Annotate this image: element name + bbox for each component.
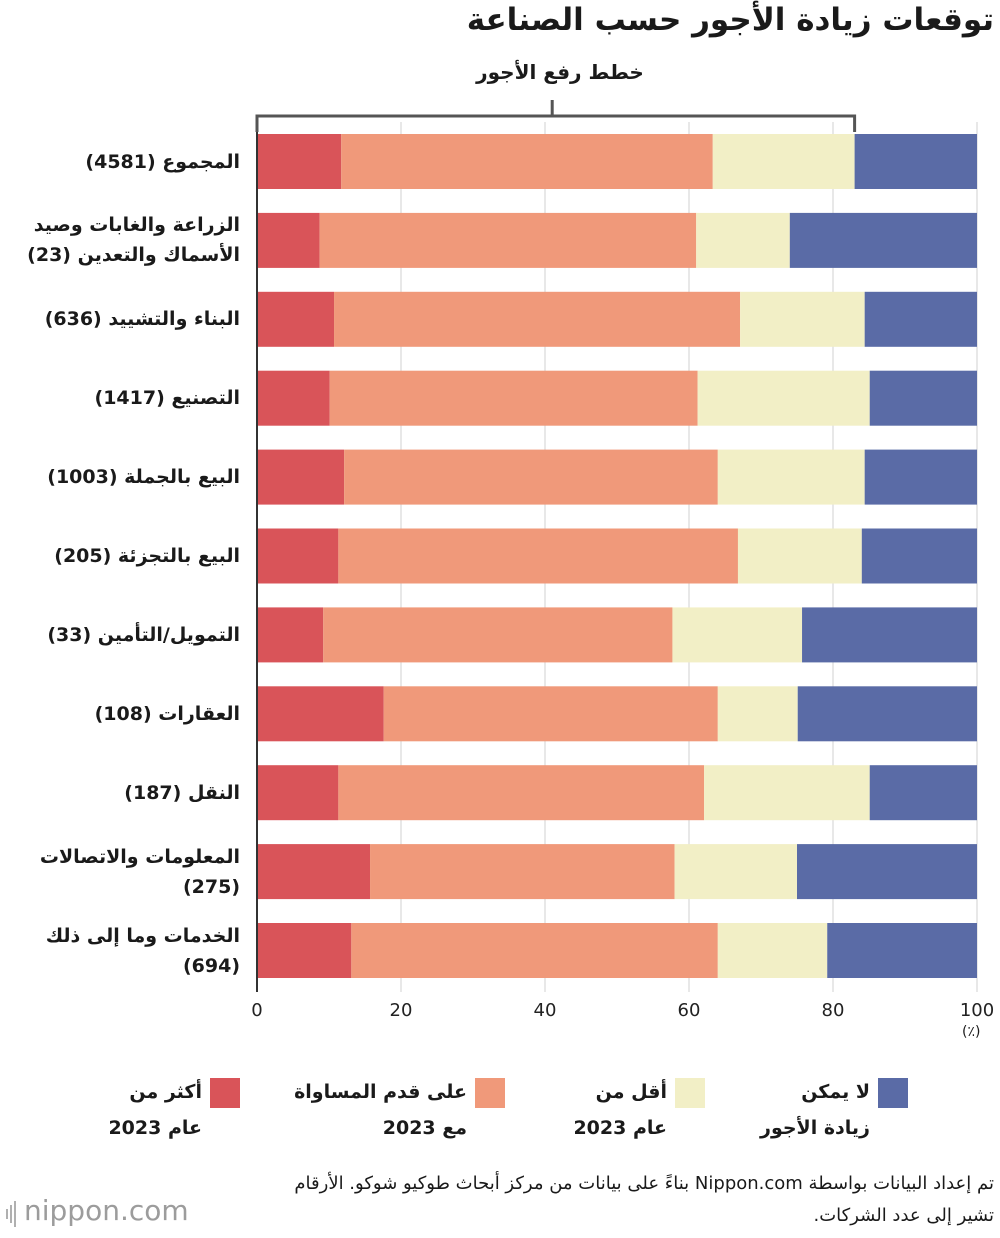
bar-segment — [257, 528, 339, 584]
bar-segment — [717, 686, 798, 742]
bar-segment — [257, 134, 342, 189]
bar-segment — [257, 844, 371, 900]
bar-segment — [351, 923, 718, 978]
x-tick-label: 60 — [678, 1000, 701, 1021]
bar-segment — [319, 212, 697, 268]
bar-segment — [696, 212, 790, 268]
bar-segment — [257, 370, 330, 426]
bar-segment — [341, 134, 713, 189]
bar-segment — [674, 844, 797, 900]
bar-segment — [257, 449, 345, 505]
bar-segment — [257, 607, 324, 663]
bar-segment — [334, 291, 741, 347]
bar-segment — [344, 449, 718, 505]
bar-segment — [717, 923, 828, 978]
x-tick-label: 20 — [390, 1000, 413, 1021]
unit-label: (٪) — [962, 1024, 981, 1040]
nippon-logo: nippon.com — [6, 1194, 189, 1229]
category-label: البيع بالتجزئة (205) — [54, 545, 240, 567]
bar-segment — [370, 844, 675, 900]
bar-segment — [717, 449, 865, 505]
bar-segment — [827, 923, 977, 978]
bracket-line — [255, 114, 857, 132]
bar-segment — [737, 528, 862, 584]
legend-label: على قدم المساواة مع 2023 — [294, 1081, 467, 1139]
bar-segment — [869, 370, 977, 426]
bar-segment — [797, 844, 977, 900]
category-label: التصنيع (1417) — [94, 387, 241, 410]
x-tick-label: 100 — [960, 1000, 994, 1021]
legend-label: أكثر من عام 2023 — [108, 1081, 202, 1139]
bar-segment — [257, 923, 352, 978]
category-label: العقارات (108) — [94, 702, 240, 725]
bar-segment — [329, 370, 698, 426]
bar-segment — [697, 370, 870, 426]
chart-title: توقعات زيادة الأجور حسب الصناعة — [466, 2, 994, 38]
x-tick-label: 40 — [534, 1000, 557, 1021]
legend-label: أقل من عام 2023 — [573, 1081, 667, 1139]
bar-segment — [672, 607, 803, 663]
x-tick-label: 0 — [251, 1000, 262, 1021]
bar-segment — [869, 765, 977, 821]
logo-suffix: .com — [119, 1194, 189, 1227]
stacked-bar-chart: 0 20 40 60 80 100 — [251, 100, 994, 1021]
bar-segment — [740, 291, 865, 347]
bar-segment — [797, 686, 977, 742]
legend-swatch — [475, 1078, 505, 1108]
bar-segment — [864, 291, 977, 347]
bar-segment — [257, 291, 335, 347]
category-label: البيع بالجملة (1003) — [47, 466, 240, 489]
bar-segment — [854, 134, 977, 189]
bar-segment — [383, 686, 718, 742]
category-label: الزراعة والغابات وصيد الأسماك والتعدين (… — [27, 214, 240, 267]
bar-segment — [257, 212, 320, 268]
source-note: تم إعداد البيانات بواسطة Nippon.com بناء… — [294, 1173, 994, 1226]
bar-segment — [338, 528, 738, 584]
legend-item: أكثر من عام 2023 — [0, 1074, 240, 1144]
bar-segment — [257, 686, 384, 742]
legend-swatch — [675, 1078, 705, 1108]
legend-item: لا يمكن زيادة الأجور — [668, 1074, 908, 1144]
bar-segment — [802, 607, 977, 663]
bar-segment — [323, 607, 673, 663]
legend-swatch — [210, 1078, 240, 1108]
bar-segment — [789, 212, 977, 268]
bracket-label: خطط رفع الأجور — [476, 60, 644, 84]
category-label: الخدمات وما إلى ذلك (694) — [45, 924, 240, 977]
legend-item: أقل من عام 2023 — [465, 1074, 705, 1144]
bar-segment — [861, 528, 977, 584]
bar-segment — [338, 765, 705, 821]
category-label: النقل (187) — [124, 781, 240, 804]
category-label: البناء والتشييد (636) — [44, 308, 240, 331]
logo-bars-icon — [6, 1196, 18, 1229]
legend-label: لا يمكن زيادة الأجور — [760, 1081, 870, 1139]
bar-segment — [712, 134, 855, 189]
bar-segment — [704, 765, 870, 821]
bar-segment — [864, 449, 977, 505]
legend-item: على قدم المساواة مع 2023 — [265, 1074, 505, 1144]
x-tick-label: 80 — [822, 1000, 845, 1021]
category-label: التمويل/التأمين (33) — [47, 623, 240, 646]
bar-segment — [257, 765, 339, 821]
logo-name: nippon — [24, 1194, 120, 1227]
legend-swatch — [878, 1078, 908, 1108]
category-label: المجموع (4581) — [85, 150, 240, 173]
category-label: المعلومات والاتصالات (275) — [39, 845, 240, 898]
